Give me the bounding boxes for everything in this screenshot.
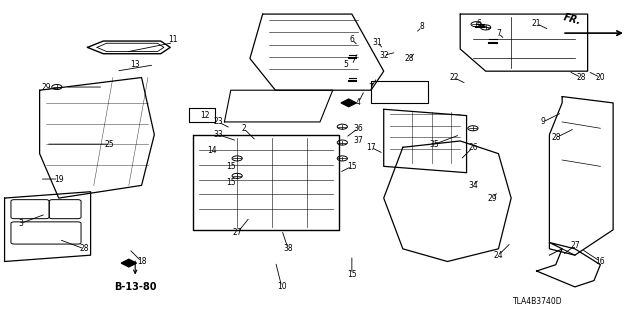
Text: 6: 6 [477, 19, 482, 28]
Text: 27: 27 [232, 228, 242, 237]
Text: 8: 8 [420, 22, 424, 31]
Text: 9: 9 [541, 117, 545, 126]
Polygon shape [121, 259, 136, 267]
Text: FR.: FR. [562, 12, 582, 27]
Text: 28: 28 [79, 244, 89, 253]
Text: 6: 6 [349, 35, 355, 44]
Text: B-13-80: B-13-80 [114, 282, 156, 292]
Text: 15: 15 [226, 162, 236, 171]
Text: 12: 12 [200, 111, 210, 120]
Text: 13: 13 [131, 60, 140, 69]
Text: 15: 15 [226, 178, 236, 187]
Text: 38: 38 [284, 244, 293, 253]
Text: 14: 14 [207, 146, 216, 155]
Text: 26: 26 [468, 143, 477, 152]
Text: 3: 3 [18, 219, 23, 228]
Text: 4: 4 [356, 99, 361, 108]
Text: 10: 10 [277, 282, 287, 292]
Text: 21: 21 [532, 19, 541, 28]
Text: 15: 15 [347, 270, 356, 279]
Text: 28: 28 [551, 133, 561, 142]
Text: 22: 22 [449, 73, 459, 82]
Text: 25: 25 [105, 140, 115, 148]
Text: 29: 29 [487, 194, 497, 203]
Polygon shape [341, 99, 356, 107]
Text: 28: 28 [404, 54, 414, 63]
Text: 19: 19 [54, 174, 63, 184]
Text: 24: 24 [493, 251, 503, 260]
Text: 7: 7 [496, 28, 501, 38]
Text: 15: 15 [347, 162, 356, 171]
Text: 28: 28 [577, 73, 586, 82]
Text: 36: 36 [353, 124, 363, 133]
Text: 18: 18 [137, 257, 147, 266]
Text: 34: 34 [468, 181, 478, 190]
Text: 7: 7 [369, 83, 373, 92]
Text: 2: 2 [241, 124, 246, 133]
Text: 11: 11 [169, 35, 178, 44]
Text: 17: 17 [366, 143, 376, 152]
Text: 37: 37 [353, 136, 363, 146]
Text: TLA4B3740D: TLA4B3740D [513, 297, 562, 306]
Text: 33: 33 [213, 130, 223, 139]
Text: 16: 16 [596, 257, 605, 266]
Text: 29: 29 [41, 83, 51, 92]
Text: 35: 35 [430, 140, 440, 148]
Text: 23: 23 [213, 117, 223, 126]
Text: 31: 31 [372, 38, 382, 47]
Text: 20: 20 [596, 73, 605, 82]
Text: 32: 32 [379, 51, 388, 60]
Text: 5: 5 [343, 60, 348, 69]
Text: 27: 27 [570, 241, 580, 250]
